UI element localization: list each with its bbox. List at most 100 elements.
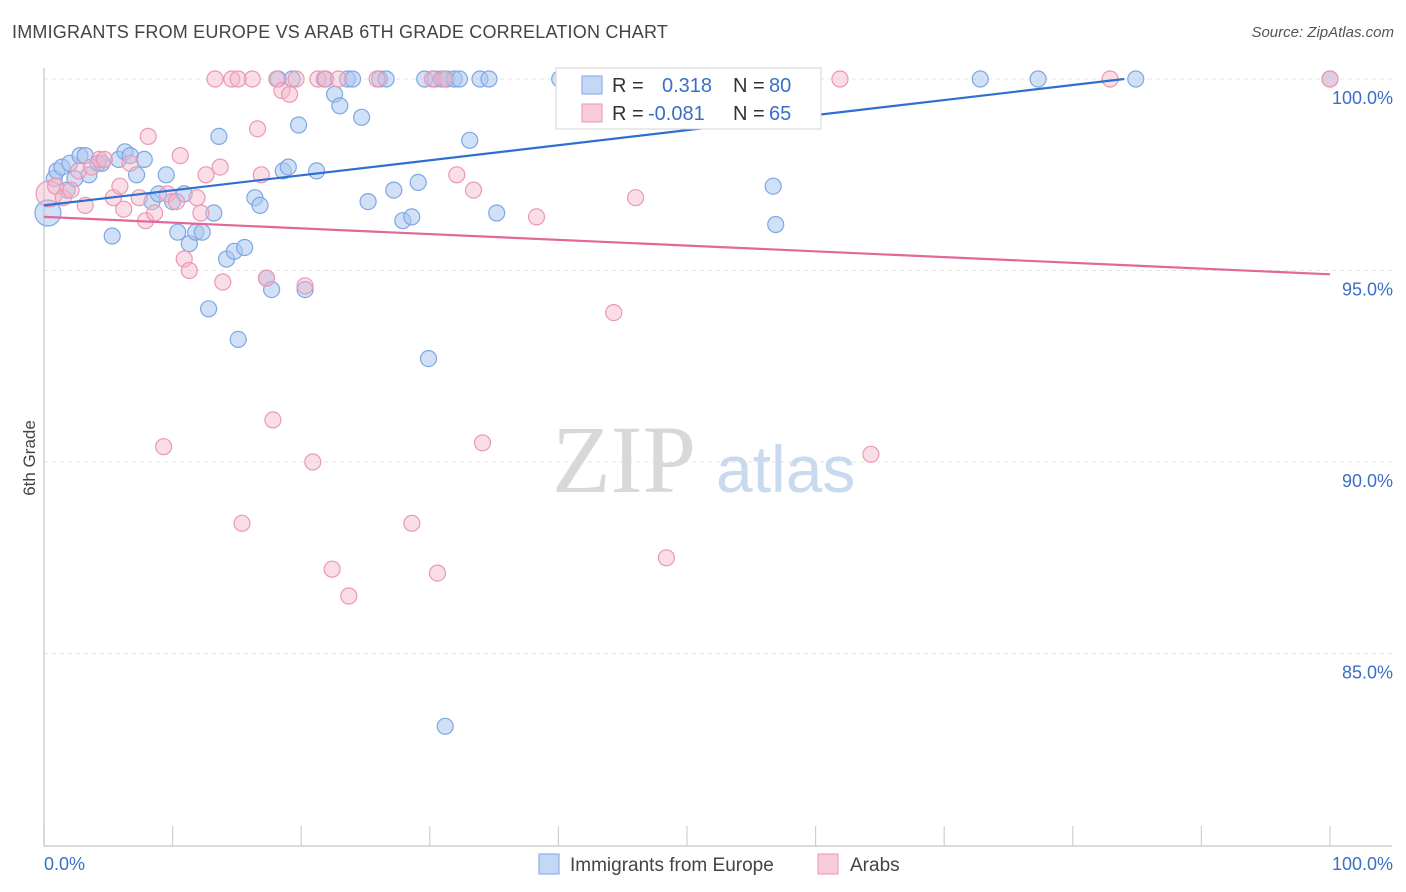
- arabs-point: [657, 549, 676, 567]
- europe-point: [767, 215, 785, 234]
- europe-point: [229, 330, 247, 348]
- arabs-point: [192, 204, 210, 222]
- europe-point: [461, 131, 479, 149]
- arabs-point: [340, 587, 358, 605]
- arabs-point: [403, 514, 421, 532]
- arabs-point: [223, 70, 241, 88]
- arabs-point: [211, 158, 229, 176]
- legend-r-value-europe: 0.318: [662, 75, 712, 97]
- data-points: [34, 70, 1339, 735]
- correlation-legend: R = 0.318 N = 80 R = -0.081 N = 65: [555, 67, 822, 130]
- europe-point: [157, 166, 175, 184]
- arabs-point: [435, 70, 453, 88]
- europe-point: [210, 127, 228, 145]
- arabs-point: [121, 154, 139, 172]
- europe-point: [34, 199, 62, 227]
- europe-point: [205, 204, 223, 222]
- arabs-point: [139, 127, 157, 145]
- chart-title: IMMIGRANTS FROM EUROPE VS ARAB 6TH GRADE…: [12, 22, 669, 42]
- y-tick-label: 90.0%: [1342, 471, 1393, 491]
- arabs-point: [257, 269, 276, 287]
- grid-lines: [44, 78, 1392, 654]
- x-tick-labels: 0.0% 100.0%: [44, 854, 1393, 874]
- europe-point: [1127, 70, 1145, 88]
- legend-n-label-arabs: N =: [733, 103, 765, 125]
- arabs-point: [243, 70, 261, 88]
- arabs-point: [281, 85, 299, 103]
- legend-r-label-arabs: R =: [612, 103, 644, 125]
- arabs-point: [229, 70, 247, 88]
- arabs-point: [317, 70, 335, 88]
- arabs-point: [862, 445, 880, 463]
- arabs-point: [180, 261, 198, 280]
- arabs-point: [287, 70, 305, 88]
- arabs-point: [197, 166, 215, 184]
- arabs-point: [248, 120, 267, 138]
- arabs-point: [111, 177, 129, 195]
- y-tick-label: 95.0%: [1342, 280, 1393, 300]
- legend-n-value-arabs: 65: [769, 103, 791, 125]
- series-legend: Immigrants from Europe Arabs: [538, 853, 900, 876]
- arabs-point: [329, 70, 348, 88]
- arabs-point: [95, 150, 114, 168]
- arabs-trend-line: [43, 215, 1331, 276]
- watermark-zip: ZIP: [552, 406, 696, 513]
- arabs-point: [323, 560, 341, 578]
- arabs-point: [90, 150, 108, 168]
- arabs-point: [264, 411, 282, 429]
- europe-point: [296, 281, 314, 299]
- europe-point: [279, 158, 297, 176]
- europe-point: [488, 204, 506, 222]
- europe-point: [764, 177, 782, 195]
- series-legend-swatch-europe: [538, 853, 560, 875]
- europe-point: [169, 223, 187, 241]
- europe-point: [103, 227, 121, 245]
- arabs-point: [527, 208, 546, 226]
- arabs-point: [448, 166, 466, 184]
- y-tick-labels: 85.0% 90.0% 95.0% 100.0%: [1332, 88, 1393, 683]
- x-tick-label: 0.0%: [44, 854, 85, 874]
- europe-point: [251, 196, 269, 214]
- arabs-point: [464, 181, 483, 199]
- europe-point: [409, 173, 427, 191]
- legend-n-label-europe: N =: [733, 75, 765, 97]
- arabs-point: [188, 189, 206, 207]
- series-legend-label-arabs: Arabs: [850, 855, 900, 876]
- arabs-point: [167, 193, 186, 211]
- arabs-point: [70, 162, 88, 180]
- x-tick-label: 100.0%: [1332, 854, 1393, 874]
- legend-r-value-arabs: -0.081: [648, 103, 705, 125]
- y-tick-label: 100.0%: [1332, 88, 1393, 108]
- europe-point: [290, 116, 308, 134]
- series-legend-swatch-arabs: [817, 853, 839, 875]
- europe-point: [385, 181, 403, 199]
- arabs-point: [368, 70, 386, 88]
- arabs-point: [233, 514, 251, 532]
- europe-point: [236, 238, 254, 257]
- legend-r-label-europe: R =: [612, 75, 644, 97]
- arabs-point: [831, 70, 849, 88]
- arabs-point: [115, 200, 133, 218]
- europe-point: [135, 150, 153, 168]
- arabs-point: [62, 181, 80, 199]
- europe-point: [359, 193, 377, 211]
- arabs-point: [214, 273, 232, 291]
- europe-point: [971, 70, 989, 88]
- legend-n-value-europe: 80: [769, 75, 791, 97]
- europe-point: [193, 223, 211, 241]
- arabs-point: [155, 438, 173, 456]
- arabs-point: [428, 564, 447, 582]
- europe-point: [200, 300, 218, 318]
- europe-point: [419, 350, 438, 368]
- y-tick-label: 85.0%: [1342, 663, 1393, 683]
- legend-swatch-europe: [581, 75, 603, 95]
- arabs-point: [146, 204, 164, 222]
- europe-point: [1029, 70, 1047, 88]
- europe-point: [353, 108, 371, 126]
- europe-point: [436, 717, 454, 735]
- europe-point: [403, 208, 421, 226]
- source-credit: Source: ZipAtlas.com: [1251, 24, 1394, 41]
- y-axis-label: 6th Grade: [20, 420, 39, 496]
- arabs-point: [1321, 70, 1339, 88]
